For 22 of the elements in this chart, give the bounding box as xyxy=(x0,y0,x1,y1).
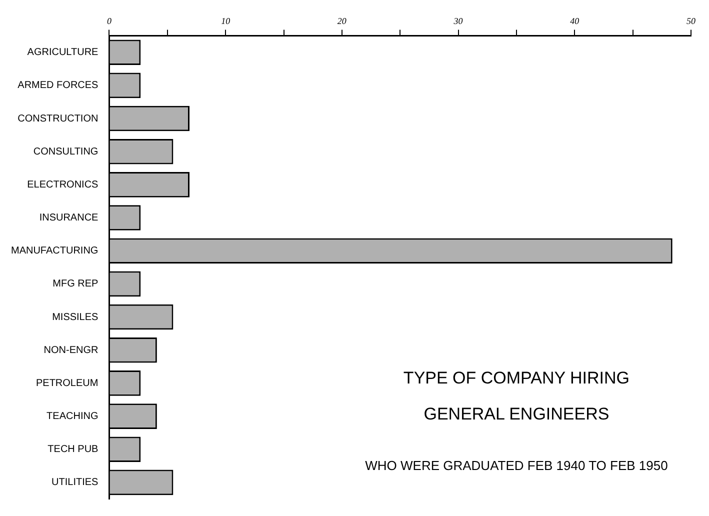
y-tick-label: AGRICULTURE xyxy=(27,47,99,58)
y-tick-label: UTILITIES xyxy=(52,477,99,488)
y-tick-label: ELECTRONICS xyxy=(27,179,99,190)
x-tick-label: 20 xyxy=(337,16,347,26)
y-tick-label: MANUFACTURING xyxy=(10,246,98,257)
text: TYPE OF COMPANY HIRING GENERAL ENGINEERS xyxy=(403,368,630,424)
x-tick-label: 40 xyxy=(570,16,580,26)
x-tick-label: 30 xyxy=(452,16,464,26)
y-tick-label: PETROLEUM xyxy=(36,378,98,389)
y-tick-label: TEACHING xyxy=(46,411,98,422)
y-tick-label: CONSULTING xyxy=(33,146,98,158)
y-tick-label: INSURANCE xyxy=(39,212,99,224)
y-tick-label: CONSTRUCTION xyxy=(18,113,98,124)
y-tick-label: ARMED FORCES xyxy=(18,80,99,92)
text: WHO WERE GRADUATED FEB 1940 TO FEB 1950 xyxy=(365,458,668,474)
y-tick-label: MISSILES xyxy=(52,312,99,323)
x-tick-label: 0 xyxy=(106,16,112,26)
y-tick-label: NON-ENGR xyxy=(44,344,98,356)
x-tick-label: 10 xyxy=(221,16,231,26)
x-tick-label: 50 xyxy=(686,16,696,26)
y-tick-label: MFG REP xyxy=(52,278,99,290)
y-tick-label: TECH PUB xyxy=(48,444,99,456)
